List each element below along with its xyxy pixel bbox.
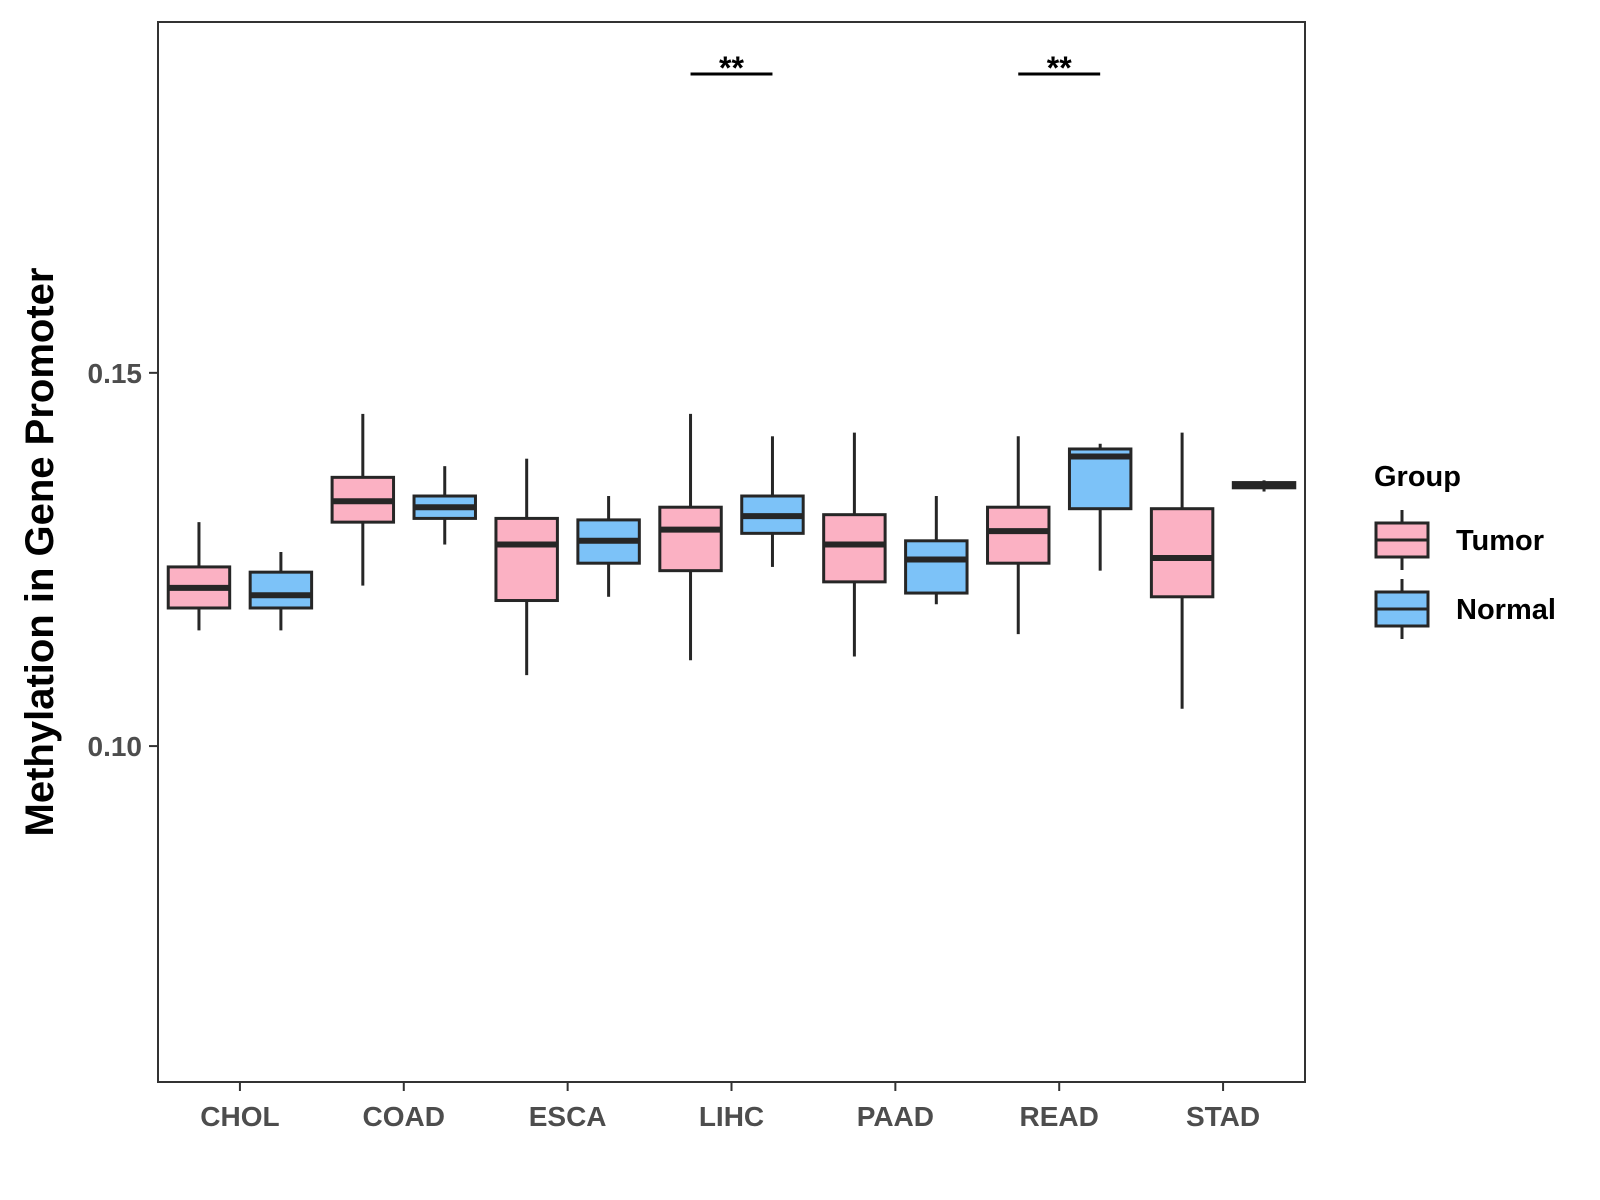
box-tumor-paad <box>822 432 887 657</box>
box-tumor-esca <box>494 458 559 676</box>
box-normal-coad <box>412 466 477 545</box>
box-normal-esca <box>576 496 641 597</box>
x-tick-label-paad: PAAD <box>857 1101 934 1132</box>
box-normal-paad <box>904 496 969 605</box>
box-iqr <box>658 505 723 573</box>
legend-title: Group <box>1374 461 1461 493</box>
box-normal-chol <box>248 552 314 631</box>
x-tick-label-coad: COAD <box>363 1101 445 1132</box>
box-tumor-lihc <box>658 413 723 661</box>
significance-label-lihc: ** <box>719 50 744 86</box>
y-tick-label: 0.15 <box>88 358 143 389</box>
box-normal-lihc <box>740 436 805 567</box>
y-tick-label: 0.10 <box>88 731 143 762</box>
significance-annotations: ** ** <box>690 50 1101 86</box>
box-iqr <box>1149 507 1215 599</box>
legend-entry-normal: Normal <box>1374 579 1556 639</box>
box-iqr <box>248 570 314 610</box>
y-axis-title: Methylation in Gene Promoter <box>18 268 62 837</box>
x-tick-label-read: READ <box>1020 1101 1099 1132</box>
box-iqr <box>986 505 1051 565</box>
x-tick-label-stad: STAD <box>1186 1101 1260 1132</box>
box-tumor-read <box>986 436 1051 635</box>
box-tumor-chol <box>166 522 232 631</box>
legend-label-normal: Normal <box>1456 594 1556 626</box>
y-axis-ticks: 0.10 0.15 <box>88 358 158 762</box>
box-iqr <box>904 539 969 595</box>
boxplots <box>166 413 1297 709</box>
box-iqr <box>822 513 887 584</box>
legend: Group Tumor Normal <box>1374 461 1556 639</box>
box-tumor-stad <box>1149 432 1215 709</box>
box-normal-stad <box>1231 480 1297 492</box>
legend-label-tumor: Tumor <box>1456 525 1544 557</box>
significance-label-read: ** <box>1047 50 1072 86</box>
x-tick-label-esca: ESCA <box>529 1101 607 1132</box>
box-normal-read <box>1067 443 1133 571</box>
box-tumor-coad <box>330 413 396 586</box>
plot-panel <box>157 21 1306 1083</box>
box-iqr <box>494 516 559 603</box>
x-axis-ticks: CHOL COAD ESCA LIHC PAAD READ STAD <box>200 1082 1260 1132</box>
x-tick-label-chol: CHOL <box>200 1101 279 1132</box>
legend-entry-tumor: Tumor <box>1374 510 1544 570</box>
x-tick-label-lihc: LIHC <box>699 1101 764 1132</box>
